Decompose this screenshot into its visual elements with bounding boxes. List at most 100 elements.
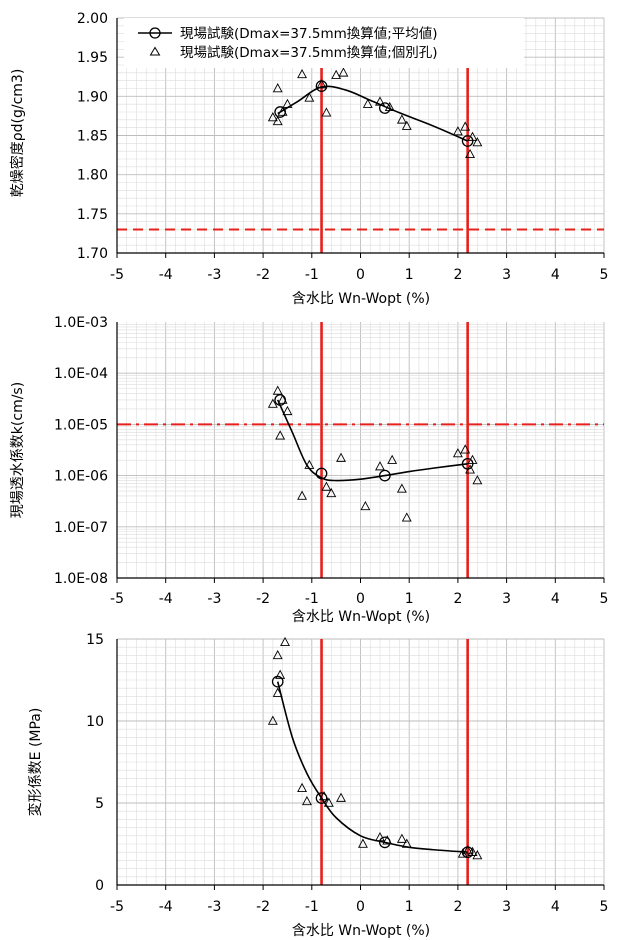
individual-point bbox=[267, 398, 278, 408]
x-tick-label: -5 bbox=[110, 899, 124, 915]
individual-point bbox=[297, 490, 308, 500]
x-tick-label: -4 bbox=[159, 899, 173, 915]
y-axis-label: 現場透水係数k(cm/s) bbox=[10, 382, 26, 518]
individual-point bbox=[321, 107, 332, 117]
individual-point bbox=[467, 454, 478, 464]
individual-point bbox=[338, 67, 349, 77]
individual-point bbox=[301, 795, 312, 806]
x-tick-label: 1 bbox=[405, 899, 414, 915]
individual-point bbox=[384, 101, 395, 112]
individual-point bbox=[336, 792, 346, 802]
individual-point bbox=[277, 394, 288, 404]
x-tick-label: -4 bbox=[159, 591, 173, 607]
individual-point bbox=[460, 121, 471, 131]
individual-point bbox=[401, 120, 412, 130]
individual-point bbox=[297, 782, 308, 792]
individual-point bbox=[326, 487, 337, 498]
individual-point bbox=[323, 797, 334, 807]
average-point bbox=[378, 469, 391, 482]
y-axis-label: 乾燥密度ρd(g/cm3) bbox=[9, 69, 26, 198]
y-tick-label: 5 bbox=[95, 796, 104, 812]
individual-point bbox=[387, 454, 398, 464]
y-tick-label: 1.75 bbox=[77, 207, 108, 223]
individual-point bbox=[375, 461, 385, 471]
legend-triangle-icon bbox=[149, 46, 161, 56]
x-tick-label: 4 bbox=[551, 267, 560, 283]
individual-point bbox=[452, 448, 463, 458]
individual-point bbox=[362, 98, 373, 108]
individual-point bbox=[467, 131, 478, 141]
x-tick-label: 0 bbox=[356, 899, 365, 915]
individual-point bbox=[267, 112, 278, 122]
legend-avg-label: 現場試験(Dmax=37.5mm換算値;平均値) bbox=[180, 26, 438, 42]
individual-point bbox=[472, 137, 483, 147]
x-tick-label: 3 bbox=[502, 899, 511, 915]
individual-point bbox=[272, 687, 283, 697]
x-tick-label: -3 bbox=[207, 591, 221, 607]
individual-point bbox=[280, 636, 290, 647]
individual-point bbox=[282, 405, 293, 416]
x-tick-label: -1 bbox=[305, 591, 319, 607]
y-tick-label: 1.95 bbox=[77, 50, 108, 66]
individual-point bbox=[452, 126, 463, 136]
individual-point bbox=[472, 475, 483, 485]
legend-ind-label: 現場試験(Dmax=37.5mm換算値;個別孔) bbox=[180, 45, 438, 61]
individual-point bbox=[465, 464, 476, 474]
individual-point bbox=[277, 106, 288, 116]
legend-circle-icon bbox=[149, 27, 161, 39]
individual-point bbox=[375, 96, 385, 106]
individual-point bbox=[472, 850, 483, 860]
average-point bbox=[461, 135, 474, 147]
average-point bbox=[271, 675, 284, 688]
y-tick-label: 1.0E-05 bbox=[54, 417, 108, 433]
y-tick-label: 2.00 bbox=[77, 11, 108, 27]
y-tick-label: 1.85 bbox=[77, 129, 108, 145]
permeability-chart: -5 -4 -3 -2 -1 0 1 2 3 4 5 1.0E-08 1.0E-07 1.0E-06 1.0… bbox=[10, 315, 608, 625]
y-tick-label: 1.70 bbox=[77, 246, 108, 262]
average-point bbox=[378, 102, 391, 114]
individual-point bbox=[396, 483, 407, 493]
x-tick-label: -1 bbox=[305, 267, 319, 283]
x-tick-label: 3 bbox=[502, 591, 511, 607]
individual-point bbox=[336, 452, 346, 462]
individual-point bbox=[272, 385, 283, 395]
x-tick-label: 3 bbox=[502, 267, 511, 283]
average-point bbox=[378, 836, 391, 849]
individual-point bbox=[401, 512, 412, 522]
x-tick-label: -5 bbox=[110, 591, 124, 607]
legend-box bbox=[124, 18, 524, 68]
individual-point bbox=[396, 114, 407, 124]
individual-point bbox=[304, 459, 315, 469]
trend-line bbox=[276, 399, 468, 482]
y-tick-label: 1.0E-03 bbox=[54, 315, 108, 331]
x-tick-label: -1 bbox=[305, 899, 319, 915]
individual-point bbox=[331, 69, 342, 79]
individual-point bbox=[319, 790, 329, 801]
x-tick-label: 2 bbox=[453, 267, 462, 283]
individual-point bbox=[360, 500, 371, 511]
trend-line bbox=[276, 681, 468, 853]
x-tick-label: 2 bbox=[453, 591, 462, 607]
y-axis-label: 変形係数E (MPa) bbox=[27, 708, 44, 817]
individual-point bbox=[275, 669, 286, 679]
individual-point bbox=[457, 848, 468, 858]
x-tick-label: 1 bbox=[405, 267, 414, 283]
x-tick-label: -2 bbox=[256, 591, 270, 607]
x-tick-label: 4 bbox=[551, 899, 560, 915]
individual-point bbox=[382, 835, 393, 845]
x-tick-label: -2 bbox=[256, 899, 270, 915]
individual-point bbox=[282, 98, 293, 108]
individual-point bbox=[316, 79, 327, 89]
y-tick-label: 15 bbox=[86, 632, 104, 648]
x-axis-label: 含水比 Wn-Wopt (%) bbox=[292, 291, 430, 307]
y-tick-label: 1.90 bbox=[77, 89, 108, 105]
average-point bbox=[315, 792, 328, 804]
y-tick-label: 1.0E-08 bbox=[54, 571, 108, 587]
individual-point bbox=[275, 430, 286, 440]
x-axis-label: 含水比 Wn-Wopt (%) bbox=[292, 923, 430, 939]
y-tick-label: 0 bbox=[95, 878, 104, 894]
x-tick-label: -2 bbox=[256, 267, 270, 283]
individual-point bbox=[460, 444, 471, 454]
individual-point bbox=[462, 845, 473, 855]
